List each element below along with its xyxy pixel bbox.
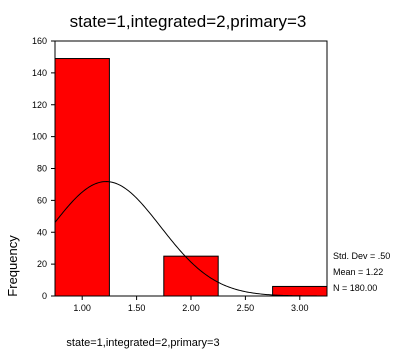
stat-label: Mean = 1.22 <box>333 267 383 277</box>
chart-title: state=1,integrated=2,primary=3 <box>70 12 307 31</box>
y-tick-label: 0 <box>42 291 47 301</box>
y-tick-label: 100 <box>32 132 47 142</box>
y-tick-label: 60 <box>37 195 47 205</box>
x-axis-label: state=1,integrated=2,primary=3 <box>66 337 219 349</box>
stat-label: N = 180.00 <box>333 283 377 293</box>
x-tick-label: 3.00 <box>291 303 309 313</box>
histogram-bar <box>163 255 219 297</box>
x-tick-label: 2.00 <box>182 303 200 313</box>
histogram-bar <box>54 58 110 297</box>
y-tick-label: 20 <box>37 259 47 269</box>
x-tick-label: 2.50 <box>237 303 255 313</box>
y-tick-label: 40 <box>37 227 47 237</box>
y-axis-label: Frequency <box>5 235 20 297</box>
plot-area: 0 20 40 60 80 100 120 140 160 1.00 1.50 2.00 2.50 3.0… <box>32 36 328 313</box>
stat-label: Std. Dev = .50 <box>333 251 390 261</box>
y-tick-label: 160 <box>32 36 47 46</box>
histogram-bar <box>272 285 328 297</box>
x-tick-label: 1.00 <box>73 303 91 313</box>
normal-curve-line <box>54 181 327 297</box>
y-tick-label: 120 <box>32 100 47 110</box>
stats-box: Std. Dev = .50 Mean = 1.22 N = 180.00 <box>333 251 390 293</box>
y-tick-label: 80 <box>37 164 47 174</box>
x-tick-label: 1.50 <box>128 303 146 313</box>
y-tick-label: 140 <box>32 68 47 78</box>
